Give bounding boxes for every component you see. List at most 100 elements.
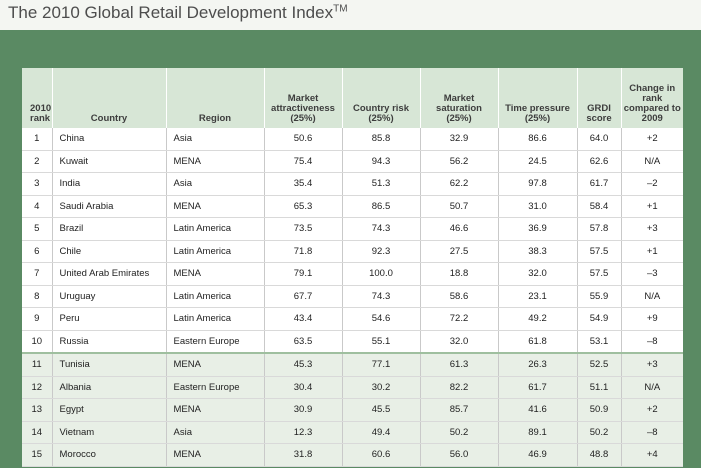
- cell-rank: 15: [22, 443, 53, 467]
- cell-market-attractiveness: 30.9: [264, 398, 343, 422]
- cell-country-risk: 74.3: [342, 285, 421, 308]
- table-row: 12 Albania Eastern Europe 30.4 30.2 82.2 61.7 5…: [22, 376, 683, 399]
- cell-market-saturation: 85.7: [420, 398, 499, 422]
- cell-country-risk: 30.2: [342, 376, 421, 399]
- cell-time-pressure: 26.3: [498, 352, 578, 377]
- table-row: 2 Kuwait MENA 75.4 94.3 56.2 24.5 62.6 N/A: [22, 150, 683, 173]
- cell-market-attractiveness: 79.1: [264, 262, 343, 286]
- cell-market-saturation: 18.8: [420, 262, 499, 286]
- page-title: The 2010 Global Retail Development Index…: [8, 3, 348, 22]
- cell-rank: 12: [22, 376, 53, 399]
- cell-rank-change: –8: [621, 421, 683, 444]
- cell-market-attractiveness: 31.8: [264, 443, 343, 467]
- cell-country: Vietnam: [52, 421, 167, 444]
- cell-time-pressure: 38.3: [498, 240, 578, 263]
- cell-rank-change: –8: [621, 330, 683, 354]
- cell-country: Egypt: [52, 398, 167, 422]
- cell-rank-change: +3: [621, 217, 683, 241]
- cell-market-attractiveness: 35.4: [264, 172, 343, 196]
- cell-country: United Arab Emirates: [52, 262, 167, 286]
- table-row: 1 China Asia 50.6 85.8 32.9 86.6 64.0 +2: [22, 128, 683, 151]
- cell-region: Asia: [166, 421, 265, 444]
- cell-country-risk: 55.1: [342, 330, 421, 354]
- cell-market-attractiveness: 67.7: [264, 285, 343, 308]
- cell-country: Morocco: [52, 443, 167, 467]
- cell-rank: 2: [22, 150, 53, 173]
- cell-country: Tunisia: [52, 352, 167, 377]
- cell-rank-change: –2: [621, 172, 683, 196]
- table-row: 7 United Arab Emirates MENA 79.1 100.0 18.8 32…: [22, 262, 683, 286]
- column-header-rank: 2010 rank: [22, 68, 53, 128]
- cell-rank-change: N/A: [621, 376, 683, 399]
- cell-country: Kuwait: [52, 150, 167, 173]
- cell-country-risk: 100.0: [342, 262, 421, 286]
- grdi-table: 2010 rank Country Region Market attractiven…: [22, 68, 683, 467]
- cell-region: MENA: [166, 398, 265, 422]
- column-header-rank-change: Change in rank compared to 2009: [621, 68, 683, 128]
- cell-grdi-score: 50.2: [577, 421, 622, 444]
- cell-market-saturation: 32.0: [420, 330, 499, 354]
- cell-time-pressure: 61.7: [498, 376, 578, 399]
- cell-market-attractiveness: 45.3: [264, 352, 343, 377]
- table-row: 10 Russia Eastern Europe 63.5 55.1 32.0 61.8 53…: [22, 330, 683, 354]
- cell-region: Asia: [166, 172, 265, 196]
- cell-region: Latin America: [166, 217, 265, 241]
- table-row: 6 Chile Latin America 71.8 92.3 27.5 38.3 57.5 +…: [22, 240, 683, 263]
- cell-country: Chile: [52, 240, 167, 263]
- column-header-time-pressure: Time pressure (25%): [498, 68, 578, 128]
- cell-grdi-score: 50.9: [577, 398, 622, 422]
- column-header-grdi-score: GRDI score: [577, 68, 622, 128]
- cell-country-risk: 45.5: [342, 398, 421, 422]
- cell-market-saturation: 27.5: [420, 240, 499, 263]
- cell-time-pressure: 36.9: [498, 217, 578, 241]
- cell-country-risk: 85.8: [342, 128, 421, 151]
- cell-market-attractiveness: 71.8: [264, 240, 343, 263]
- table-row: 9 Peru Latin America 43.4 54.6 72.2 49.2 54.9 +9: [22, 307, 683, 331]
- cell-time-pressure: 41.6: [498, 398, 578, 422]
- cell-time-pressure: 97.8: [498, 172, 578, 196]
- cell-market-saturation: 56.2: [420, 150, 499, 173]
- cell-market-attractiveness: 43.4: [264, 307, 343, 331]
- table-row: 3 India Asia 35.4 51.3 62.2 97.8 61.7 –2: [22, 172, 683, 196]
- cell-country: Peru: [52, 307, 167, 331]
- cell-time-pressure: 32.0: [498, 262, 578, 286]
- cell-country-risk: 86.5: [342, 195, 421, 218]
- cell-market-saturation: 50.2: [420, 421, 499, 444]
- cell-time-pressure: 89.1: [498, 421, 578, 444]
- cell-country-risk: 92.3: [342, 240, 421, 263]
- cell-grdi-score: 64.0: [577, 128, 622, 151]
- cell-country-risk: 54.6: [342, 307, 421, 331]
- cell-country-risk: 77.1: [342, 352, 421, 377]
- cell-market-saturation: 72.2: [420, 307, 499, 331]
- table-row: 13 Egypt MENA 30.9 45.5 85.7 41.6 50.9 +2: [22, 398, 683, 422]
- cell-country: Uruguay: [52, 285, 167, 308]
- cell-region: MENA: [166, 352, 265, 377]
- trademark-mark: TM: [333, 3, 348, 15]
- cell-time-pressure: 23.1: [498, 285, 578, 308]
- cell-rank-change: –3: [621, 262, 683, 286]
- cell-time-pressure: 86.6: [498, 128, 578, 151]
- table-body: 1 China Asia 50.6 85.8 32.9 86.6 64.0 +2 2 Kuwait M…: [22, 128, 683, 467]
- cell-region: MENA: [166, 150, 265, 173]
- cell-region: Eastern Europe: [166, 376, 265, 399]
- cell-country: China: [52, 128, 167, 151]
- cell-market-saturation: 46.6: [420, 217, 499, 241]
- cell-market-saturation: 62.2: [420, 172, 499, 196]
- cell-rank: 1: [22, 128, 53, 151]
- cell-country-risk: 49.4: [342, 421, 421, 444]
- column-header-country: Country: [52, 68, 167, 128]
- cell-grdi-score: 61.7: [577, 172, 622, 196]
- cell-region: Latin America: [166, 285, 265, 308]
- cell-rank: 3: [22, 172, 53, 196]
- cell-rank: 9: [22, 307, 53, 331]
- table-row: 11 Tunisia MENA 45.3 77.1 61.3 26.3 52.5 +3: [22, 352, 683, 377]
- cell-rank: 11: [22, 352, 53, 377]
- table-row: 5 Brazil Latin America 73.5 74.3 46.6 36.9 57.8…: [22, 217, 683, 241]
- cell-market-saturation: 56.0: [420, 443, 499, 467]
- cell-rank-change: +2: [621, 128, 683, 151]
- cell-region: MENA: [166, 262, 265, 286]
- cell-country-risk: 74.3: [342, 217, 421, 241]
- column-header-country-risk: Country risk (25%): [342, 68, 421, 128]
- cell-region: Asia: [166, 128, 265, 151]
- title-bar: The 2010 Global Retail Development Index…: [0, 0, 701, 30]
